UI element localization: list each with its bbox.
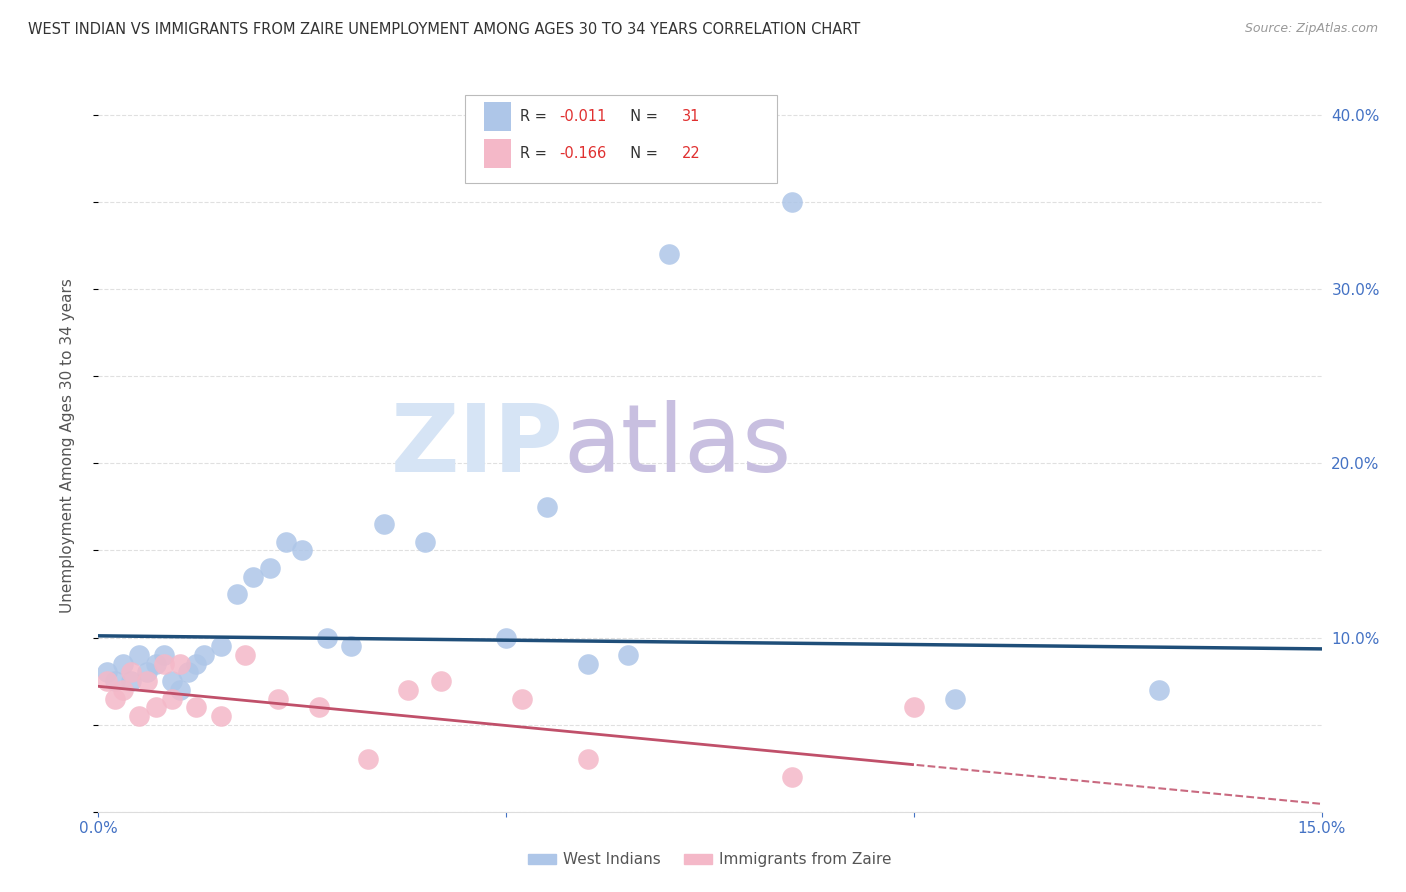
Point [495, 631, 517, 645]
Point [903, 700, 925, 714]
Point [177, 665, 200, 680]
Point [104, 674, 127, 689]
Point [136, 665, 159, 680]
Point [128, 709, 150, 723]
Point [373, 517, 395, 532]
Text: -0.166: -0.166 [560, 146, 607, 161]
Point [145, 700, 167, 714]
Point [291, 543, 314, 558]
Text: N =: N = [620, 146, 662, 161]
Point [396, 682, 419, 697]
Text: R =: R = [520, 146, 553, 161]
Point [152, 648, 174, 662]
Text: Source: ZipAtlas.com: Source: ZipAtlas.com [1244, 22, 1378, 36]
Point [356, 752, 378, 766]
Point [943, 691, 966, 706]
Point [193, 648, 215, 662]
Point [242, 569, 264, 583]
Point [145, 657, 167, 671]
Point [233, 648, 256, 662]
Point [169, 682, 191, 697]
Y-axis label: Unemployment Among Ages 30 to 34 years: Unemployment Among Ages 30 to 34 years [60, 278, 75, 614]
Point [160, 674, 183, 689]
Point [340, 640, 363, 654]
Point [512, 691, 534, 706]
Point [315, 631, 337, 645]
Point [430, 674, 453, 689]
Point [111, 682, 134, 697]
Text: atlas: atlas [564, 400, 792, 492]
Point [160, 691, 183, 706]
Point [617, 648, 640, 662]
Text: ZIP: ZIP [391, 400, 564, 492]
Point [136, 674, 159, 689]
Point [413, 534, 436, 549]
Point [186, 700, 208, 714]
Text: R =: R = [520, 110, 553, 124]
Point [128, 648, 150, 662]
FancyBboxPatch shape [465, 95, 778, 183]
Point [96, 665, 118, 680]
Point [1147, 682, 1170, 697]
Point [152, 657, 174, 671]
Point [576, 657, 599, 671]
Point [186, 657, 208, 671]
Text: WEST INDIAN VS IMMIGRANTS FROM ZAIRE UNEMPLOYMENT AMONG AGES 30 TO 34 YEARS CORR: WEST INDIAN VS IMMIGRANTS FROM ZAIRE UNE… [28, 22, 860, 37]
Point [111, 657, 134, 671]
Point [780, 770, 803, 784]
Point [209, 640, 232, 654]
Point [267, 691, 290, 706]
Point [120, 665, 142, 680]
Text: -0.011: -0.011 [560, 110, 607, 124]
Point [274, 534, 297, 549]
Text: 31: 31 [682, 110, 700, 124]
Point [780, 195, 803, 210]
Point [308, 700, 330, 714]
Text: N =: N = [620, 110, 662, 124]
FancyBboxPatch shape [484, 103, 510, 131]
Point [104, 691, 127, 706]
Point [576, 752, 599, 766]
Point [226, 587, 249, 601]
Legend: West Indians, Immigrants from Zaire: West Indians, Immigrants from Zaire [522, 847, 898, 873]
Point [658, 247, 681, 261]
Point [120, 674, 142, 689]
Text: 22: 22 [682, 146, 700, 161]
Point [536, 500, 558, 514]
Point [169, 657, 191, 671]
Point [259, 561, 281, 575]
Point [96, 674, 118, 689]
Point [209, 709, 232, 723]
FancyBboxPatch shape [484, 139, 510, 168]
